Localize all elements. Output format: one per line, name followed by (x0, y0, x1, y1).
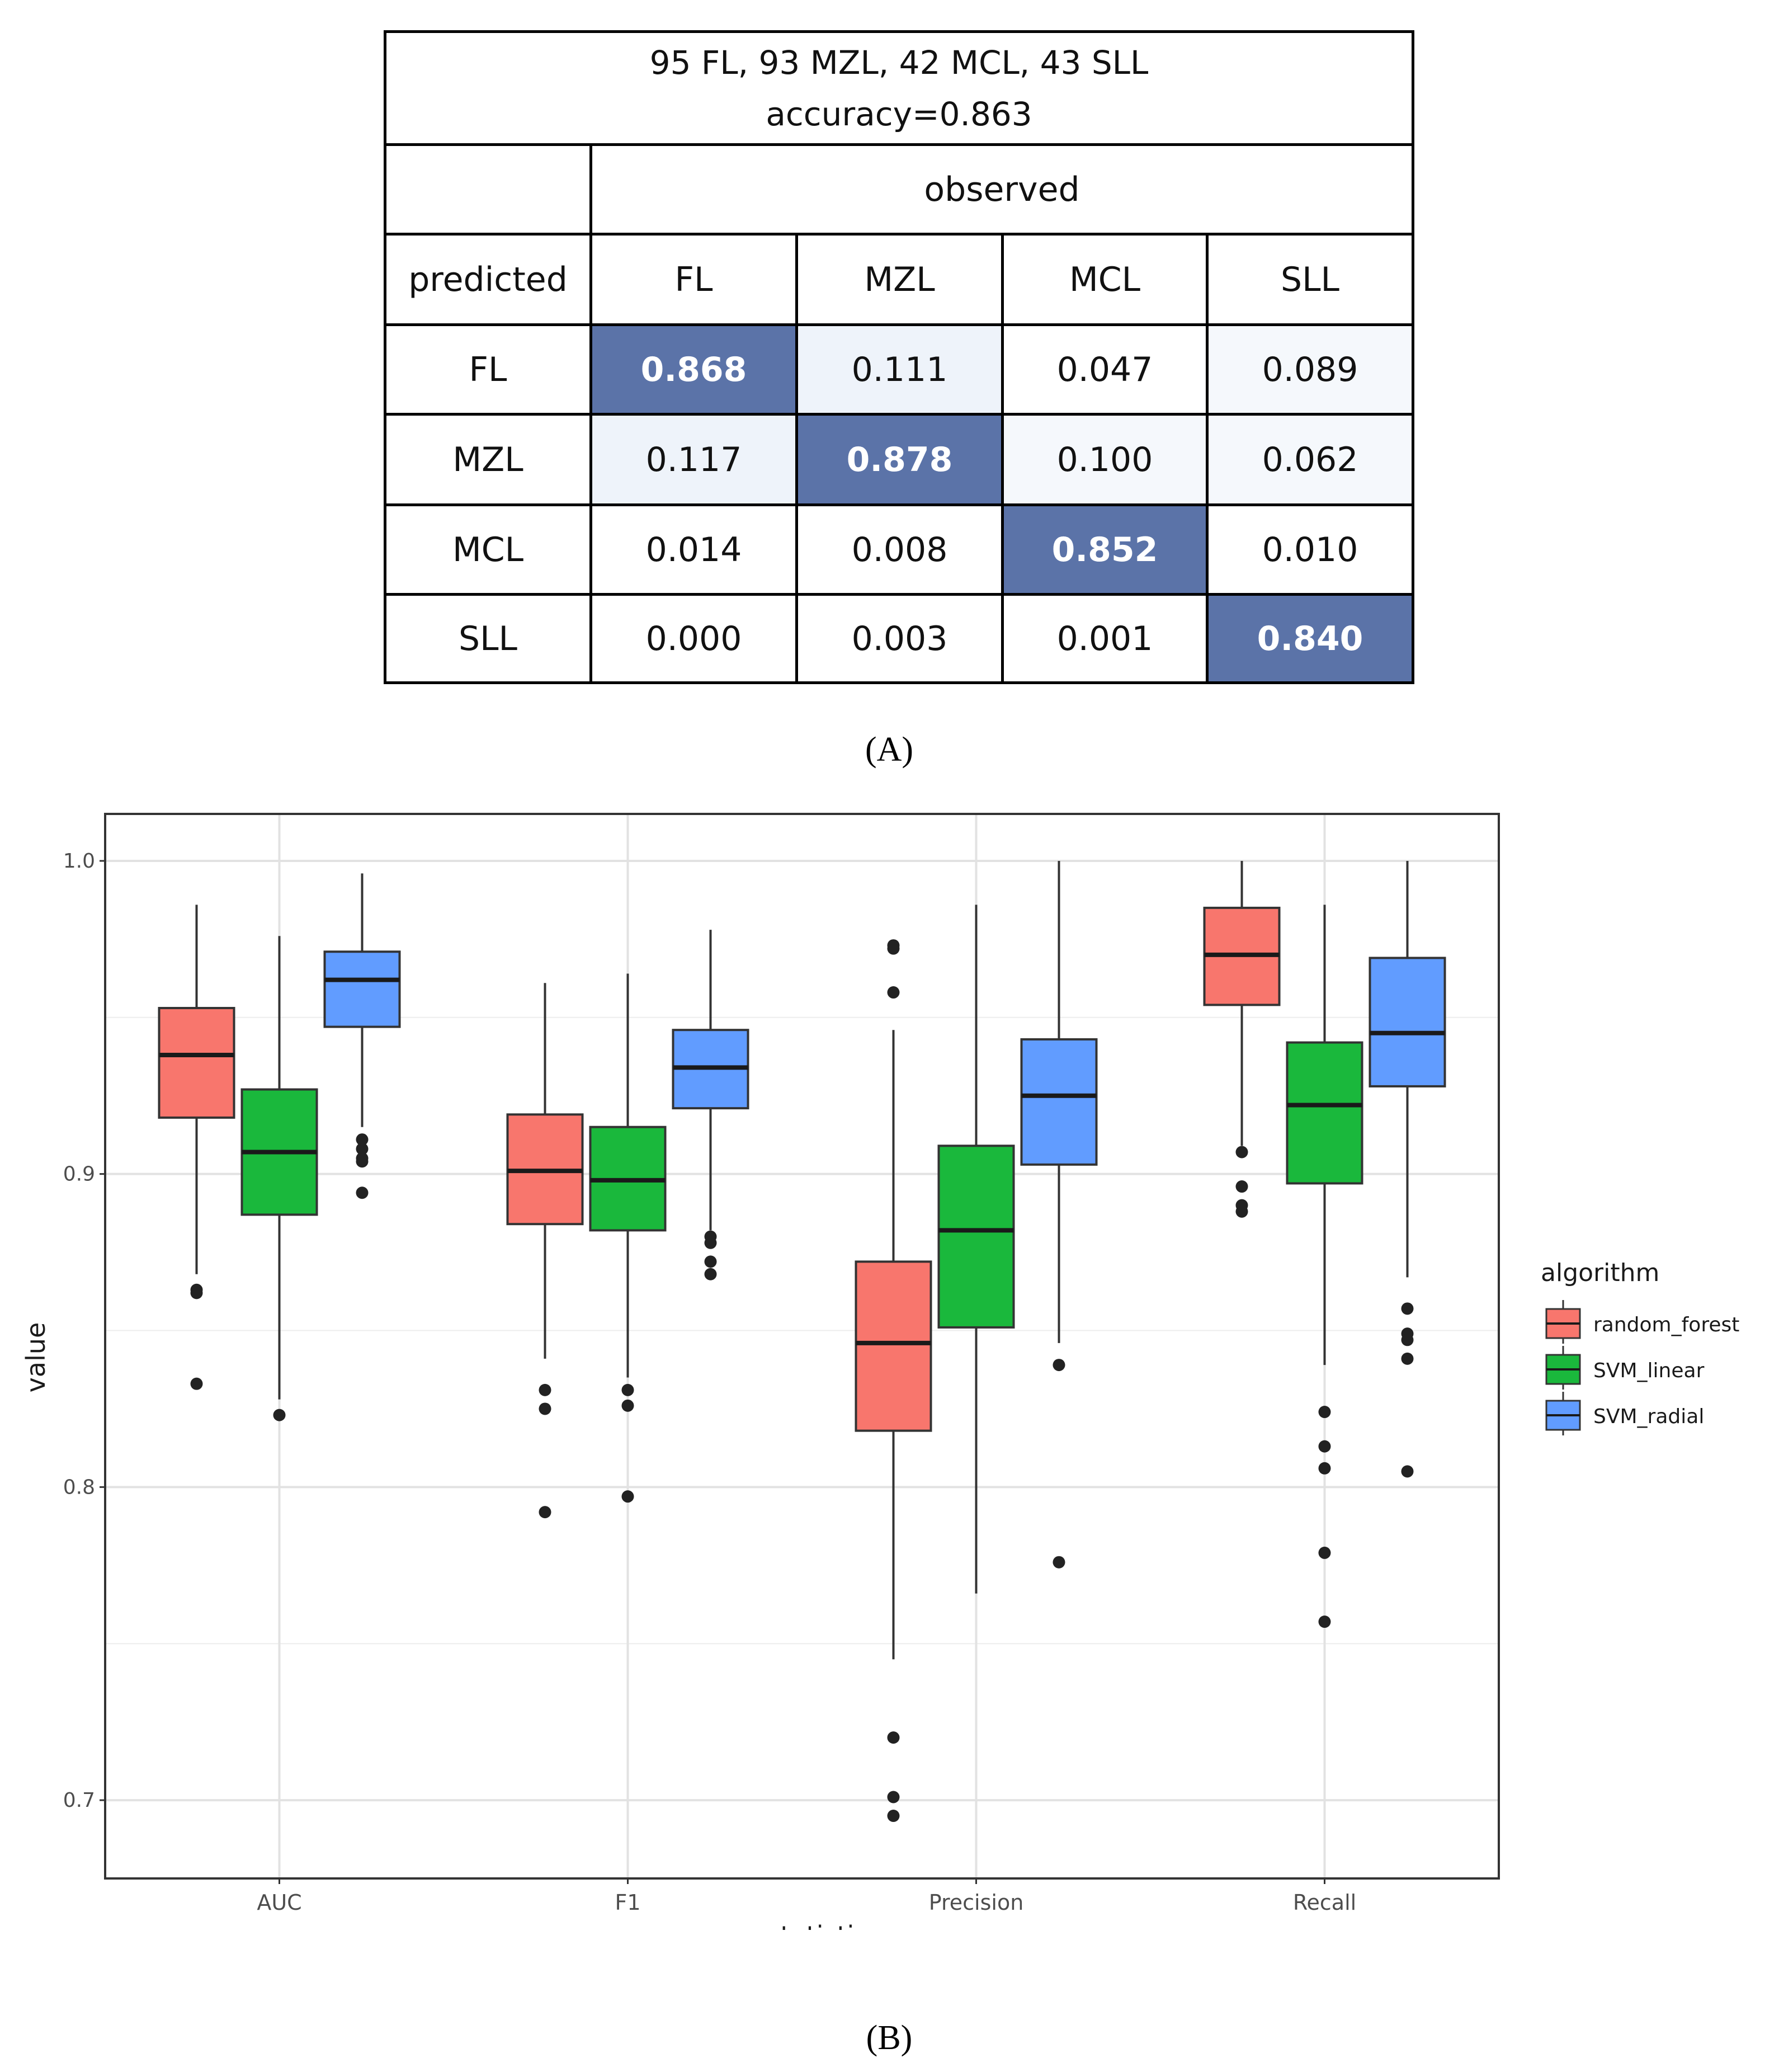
matrix-cell: 0.868 (589, 323, 798, 416)
outlier-point (1318, 1546, 1331, 1559)
outlier-point (704, 1268, 717, 1280)
outlier-point (1401, 1465, 1414, 1478)
legend-label: random_forest (1593, 1313, 1739, 1336)
matrix-cell: 0.840 (1206, 593, 1414, 684)
y-tick-label: 1.0 (63, 850, 95, 873)
matrix-cell: 0.003 (795, 593, 1004, 684)
outlier-point (887, 942, 900, 955)
y-tick-label: 0.7 (63, 1789, 95, 1812)
box-SVM_linear (937, 1145, 1015, 1329)
matrix-cell: 0.100 (1001, 413, 1209, 506)
column-header: FL (589, 233, 798, 326)
y-tick-label: 0.9 (63, 1163, 95, 1186)
outlier-point (621, 1399, 634, 1412)
column-header: MCL (1001, 233, 1209, 326)
table-title-line1: 95 FL, 93 MZL, 42 MCL, 43 SLL (649, 43, 1149, 82)
panel-a-caption: (A) (865, 731, 914, 769)
outlier-point (887, 986, 900, 999)
table-title: 95 FL, 93 MZL, 42 MCL, 43 SLL accuracy=0… (384, 30, 1414, 146)
x-tick-label: Recall (1293, 1890, 1356, 1915)
outlier-point (356, 1142, 369, 1155)
outlier-point (539, 1506, 551, 1519)
matrix-cell: 0.047 (1001, 323, 1209, 416)
outlier-point (1235, 1146, 1248, 1159)
outlier-point (1318, 1406, 1331, 1419)
matrix-cell: 0.001 (1001, 593, 1209, 684)
matrix-cell: 0.852 (1001, 503, 1209, 596)
row-header: FL (384, 323, 592, 416)
matrix-cell: 0.000 (589, 593, 798, 684)
x-axis-title: statistics (767, 1920, 881, 1930)
x-tick-label: AUC (257, 1890, 301, 1915)
outlier-point (1235, 1180, 1248, 1193)
matrix-cell: 0.062 (1206, 413, 1414, 506)
boxplot-chart: 0.7 0.8 0.9 1.0 AUC F1 Precision Recall statisti… (21, 813, 1739, 1930)
outlier-point (887, 1810, 900, 1823)
outlier-point (1401, 1302, 1414, 1315)
row-header: MZL (384, 413, 592, 506)
outlier-point (1401, 1352, 1414, 1365)
outlier-point (704, 1255, 717, 1268)
outlier-point (887, 1731, 900, 1744)
outlier-point (356, 1186, 369, 1199)
box-SVM_linear (1286, 1041, 1363, 1185)
outlier-point (539, 1383, 551, 1396)
matrix-cell: 0.010 (1206, 503, 1414, 596)
outlier-point (704, 1236, 717, 1249)
matrix-cell: 0.089 (1206, 323, 1414, 416)
matrix-cell: 0.111 (795, 323, 1004, 416)
table-title-line2: accuracy=0.863 (766, 95, 1032, 133)
y-tick-label: 0.8 (63, 1476, 95, 1499)
legend-label: SVM_radial (1593, 1405, 1704, 1428)
box-SVM_radial (1020, 1038, 1098, 1166)
outlier-point (1235, 1205, 1248, 1218)
plot-panel-background (105, 814, 1499, 1878)
box-random_forest (855, 1260, 932, 1432)
outlier-point (356, 1133, 369, 1146)
column-header: MZL (795, 233, 1004, 326)
outlier-point (539, 1402, 551, 1415)
plot-panel-border (104, 813, 1500, 1880)
x-tick-label: F1 (615, 1890, 640, 1915)
outlier-point (1318, 1440, 1331, 1453)
outlier-point (1401, 1334, 1414, 1346)
box-SVM_radial (1369, 957, 1446, 1087)
outlier-point (1318, 1616, 1331, 1628)
column-header: SLL (1206, 233, 1414, 326)
corner-cell (384, 143, 592, 236)
outlier-point (1053, 1556, 1065, 1569)
outlier-point (621, 1490, 634, 1503)
outlier-point (1053, 1359, 1065, 1372)
outlier-point (356, 1155, 369, 1168)
matrix-cell: 0.008 (795, 503, 1004, 596)
outlier-point (621, 1383, 634, 1396)
box-SVM_radial (323, 950, 401, 1028)
matrix-cell: 0.014 (589, 503, 798, 596)
matrix-cell: 0.117 (589, 413, 798, 506)
outlier-point (273, 1409, 286, 1421)
outlier-point (190, 1287, 203, 1299)
outlier-point (190, 1377, 203, 1390)
box-random_forest (158, 1007, 235, 1119)
panel-b-caption: (B) (866, 2019, 913, 2057)
x-tick-label: Precision (929, 1890, 1024, 1915)
y-axis-title: value (21, 1322, 51, 1393)
legend-title: algorithm (1541, 1259, 1659, 1287)
row-header: MCL (384, 503, 592, 596)
predicted-header: predicted (384, 233, 592, 326)
matrix-cell: 0.878 (795, 413, 1004, 506)
observed-header: observed (589, 143, 1414, 236)
row-header: SLL (384, 593, 592, 684)
outlier-point (887, 1791, 900, 1803)
legend-label: SVM_linear (1593, 1359, 1705, 1382)
confusion-matrix-table: 95 FL, 93 MZL, 42 MCL, 43 SLL accuracy=0… (384, 30, 1414, 684)
outlier-point (1318, 1462, 1331, 1475)
